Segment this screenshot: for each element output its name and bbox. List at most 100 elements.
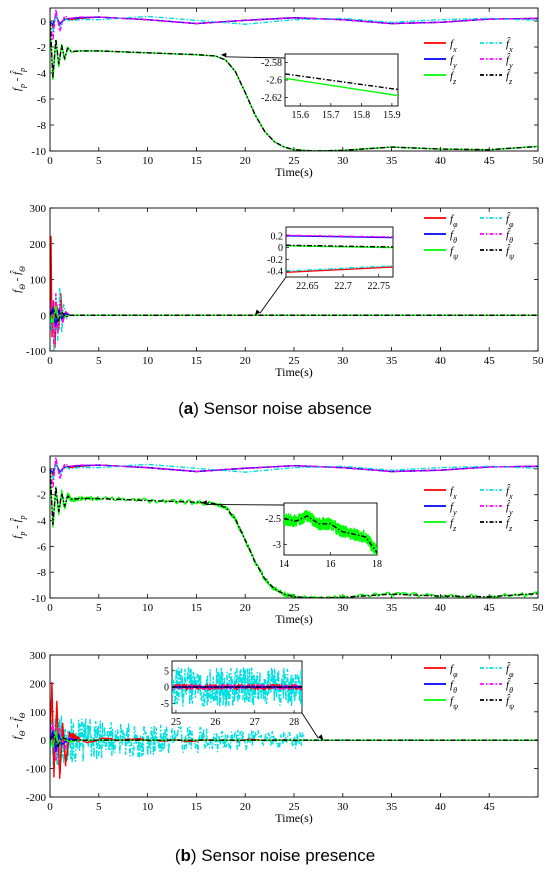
y-tick-label: -200	[26, 792, 47, 804]
x-tick-label: 35	[386, 801, 398, 813]
y-tick-label: 100	[30, 707, 47, 719]
legend-label: f̂y	[506, 500, 513, 517]
inset-y-tick-label: 0	[164, 683, 169, 694]
legend-label: f̂ψ	[506, 244, 515, 261]
series-line	[50, 460, 538, 480]
inset-x-tick-label: 18	[372, 559, 382, 570]
x-tick-label: 20	[240, 801, 252, 813]
caption-b-text: Sensor noise presence	[201, 846, 376, 865]
inset-frame	[283, 502, 378, 556]
inset-y-tick-label: -5	[161, 699, 169, 710]
x-tick-label: 50	[533, 602, 545, 614]
x-tick-label: 0	[47, 801, 53, 813]
caption-b-label: b	[180, 846, 191, 865]
inset-x-tick-label: 15.7	[322, 110, 340, 121]
x-axis-label: Time(s)	[275, 365, 313, 379]
inset-series-line	[286, 234, 393, 238]
inset-x-tick-label: 22.75	[367, 281, 390, 292]
y-axis-label: fΘ - f̂Θ	[10, 266, 27, 293]
x-tick-label: 20	[240, 155, 252, 167]
legend-label: f̂z	[506, 69, 512, 86]
plot-frame	[49, 654, 539, 798]
inset-arrow-head	[201, 500, 207, 505]
series-line	[50, 309, 538, 324]
y-tick-label: 0	[41, 464, 47, 476]
x-tick-label: 25	[289, 602, 301, 614]
inset-series-line	[286, 244, 393, 248]
inset-x-tick-label: 15.6	[292, 110, 310, 121]
series-line	[50, 733, 538, 748]
legend-label: fφ	[450, 663, 458, 679]
x-tick-label: 35	[386, 155, 398, 167]
inset-series	[285, 73, 398, 97]
inset-y-tick-label: -2.5	[265, 514, 281, 525]
legend-label: fz	[450, 517, 456, 533]
caption-a-label: a	[183, 399, 194, 418]
legend-label: fθ	[450, 229, 457, 245]
inset-x-tick-label: 25	[171, 717, 181, 728]
y-tick-label: -4	[37, 68, 47, 80]
series-line	[50, 12, 538, 33]
x-tick-label: 15	[191, 801, 203, 813]
legend-label: fψ	[450, 245, 459, 261]
x-tick-label: 20	[240, 602, 252, 614]
caption-a: (a) Sensor noise absence	[178, 399, 372, 418]
legend-label: f̂y	[506, 53, 513, 70]
inset-y-tick-label: -2.6	[266, 76, 282, 87]
inset-series-line	[286, 266, 393, 273]
inset-x-tick-label: 15.9	[383, 110, 401, 121]
inset-x-tick-label: 15.8	[353, 110, 371, 121]
inset-arrow	[301, 712, 319, 739]
x-tick-label: 10	[142, 155, 154, 167]
inset-arrow-head	[318, 734, 324, 741]
y-tick-label: -4	[37, 516, 47, 528]
plot-frame	[49, 207, 539, 352]
x-tick-label: 10	[142, 355, 154, 367]
y-tick-label: -100	[26, 764, 47, 776]
caption-b: (b) Sensor noise presence	[174, 846, 376, 865]
inset-a2: 22.65 22.7 22.75 0.20-0.2-0.4	[254, 226, 394, 316]
x-tick-label: 45	[484, 155, 496, 167]
inset-arrow-head	[254, 309, 261, 316]
x-tick-label: 5	[96, 801, 102, 813]
y-tick-label: 200	[30, 678, 47, 690]
inset-b2: 25 26 27 28 5 0 -5	[161, 660, 324, 741]
inset-x-tick-label: 22.7	[334, 281, 352, 292]
x-tick-label: 40	[435, 801, 447, 813]
inset-series	[172, 666, 302, 708]
y-tick-label: 300	[30, 203, 47, 215]
y-tick-label: 0	[41, 735, 47, 747]
x-tick-label: 25	[289, 155, 301, 167]
legend-label: f̂ψ	[506, 694, 515, 711]
x-tick-label: 45	[484, 602, 496, 614]
chart-b1: 0 5 10 15 20 25 30 35 40 45 50 0 -2 -4 -6 -8 -10 Time(s) f…	[10, 455, 545, 626]
y-axis-label: fp - f̂p	[10, 515, 27, 538]
x-tick-label: 40	[435, 355, 447, 367]
inset-series-line	[172, 666, 302, 708]
legend-label: fx	[450, 485, 457, 501]
inset-x-tick-label: 14	[279, 559, 289, 570]
y-tick-label: 100	[30, 275, 47, 287]
legend-label: f̂x	[506, 484, 513, 501]
y-tick-label: -6	[37, 541, 47, 553]
inset-series-line	[285, 77, 398, 97]
inset-series-line	[285, 73, 398, 91]
y-axis-label: fp - f̂p	[10, 68, 27, 91]
x-tick-label: 10	[142, 602, 154, 614]
x-tick-label: 40	[435, 602, 447, 614]
inset-arrow	[225, 56, 286, 59]
series-line	[50, 8, 538, 42]
legend-label: fy	[450, 54, 457, 70]
series-group	[50, 456, 538, 598]
legend-label: fφ	[450, 213, 458, 229]
inset-y-tick-label: -2.58	[261, 58, 282, 69]
series-group	[50, 681, 538, 779]
inset-series	[286, 234, 393, 273]
legend-label: fx	[450, 38, 457, 54]
x-tick-label: 45	[484, 801, 496, 813]
x-axis-label: Time(s)	[275, 612, 313, 626]
inset-series-line	[172, 684, 302, 690]
x-tick-label: 0	[47, 355, 53, 367]
x-tick-label: 30	[337, 355, 349, 367]
legend-label: f̂θ	[506, 678, 513, 695]
